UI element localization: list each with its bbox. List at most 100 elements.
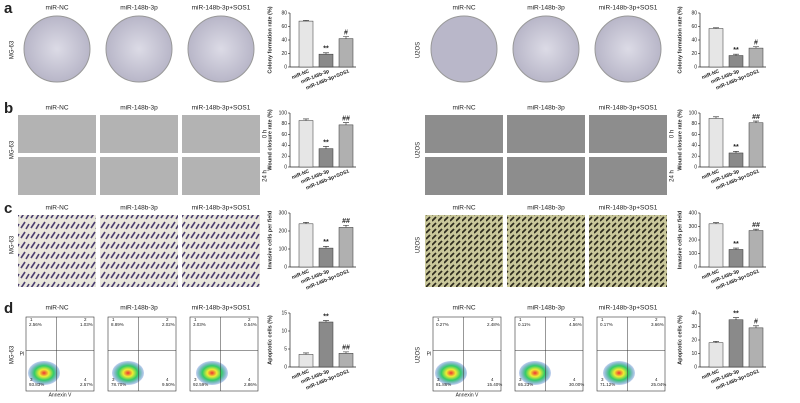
bar: [298, 120, 314, 168]
quadrant-id: 4: [84, 377, 87, 382]
significance-mark: **: [733, 241, 739, 248]
quadrant-id: 3: [112, 377, 115, 382]
column-header: miR-148b-3p: [120, 105, 158, 112]
cell-line-label: MG-63: [10, 40, 16, 59]
column-header: miR-NC: [45, 5, 68, 12]
quadrant-percent: 30.00%: [569, 382, 584, 387]
y-axis-label: Wound closure rate (%): [267, 109, 273, 170]
column-header: miR-NC: [45, 205, 68, 212]
quadrant-percent: 92.59%: [193, 382, 208, 387]
quadrant-percent: 2.56%: [29, 322, 42, 327]
quadrant-percent: 93.83%: [29, 382, 44, 387]
y-tick-label: 200: [689, 237, 698, 243]
error-bar: [323, 246, 329, 249]
time-label: 24 h: [670, 170, 676, 182]
error-bar: [713, 116, 719, 119]
significance-mark: **: [733, 311, 739, 318]
flow-population: [112, 361, 144, 385]
bar: [728, 152, 744, 168]
quadrant-percent: 81.86%: [436, 382, 451, 387]
column-header: miR-148b-3p: [527, 305, 565, 312]
colony-dish: [430, 15, 498, 83]
y-tick-label: 300: [689, 224, 698, 230]
y-tick-label: 20: [691, 51, 697, 57]
invasion-image: [182, 215, 260, 287]
significance-mark: ##: [342, 218, 350, 225]
y-axis-label: Invasive cells per field: [267, 211, 273, 269]
column-header: miR-148b-3p: [120, 5, 158, 12]
column-header: miR-148b-3p+SOS1: [599, 5, 658, 12]
error-bar: [303, 20, 309, 22]
y-tick-label: 300: [279, 210, 288, 216]
cell-line-label: MG-63: [10, 235, 16, 254]
column-header: miR-NC: [45, 105, 68, 112]
quadrant-id: 3: [601, 377, 604, 382]
column-header: miR-148b-3p: [120, 305, 158, 312]
column-header: miR-148b-3p: [527, 205, 565, 212]
error-bar: [343, 351, 349, 354]
y-tick-label: 60: [281, 24, 287, 30]
quadrant-percent: 2.86%: [244, 382, 257, 387]
bar: [318, 148, 334, 168]
error-bar: [303, 118, 309, 121]
column-header: miR-148b-3p+SOS1: [599, 205, 658, 212]
wound-image: [425, 157, 503, 195]
panel-label: c: [4, 200, 12, 217]
y-axis-label: Apoptotic cells (%): [677, 315, 683, 365]
quadrant-id: 4: [166, 377, 169, 382]
quadrant-id: 1: [194, 317, 197, 322]
wound-image: [425, 115, 503, 153]
flow-population: [28, 361, 60, 385]
error-bar: [753, 325, 759, 328]
invasion-image: [18, 215, 96, 287]
y-tick-label: 200: [279, 228, 288, 234]
wound-image: [589, 115, 667, 153]
y-tick-label: 80: [281, 10, 287, 16]
y-tick-label: 40: [691, 143, 697, 149]
significance-mark: #: [754, 319, 758, 326]
wound-image: [507, 115, 585, 153]
significance-mark: ##: [342, 116, 350, 123]
time-label: 0 h: [263, 130, 269, 138]
significance-mark: ##: [752, 114, 760, 121]
quadrant-percent: 0.17%: [600, 322, 613, 327]
y-tick-label: 0: [284, 164, 287, 170]
quadrant-percent: 3.03%: [193, 322, 206, 327]
y-tick-label: 80: [691, 10, 697, 16]
y-tick-label: 60: [691, 24, 697, 30]
quadrant-id: 2: [491, 317, 494, 322]
column-header: miR-148b-3p+SOS1: [192, 305, 251, 312]
quadrant-percent: 0.11%: [518, 322, 530, 327]
bar: [298, 354, 314, 368]
quadrant-percent: 2.48%: [487, 322, 500, 327]
significance-mark: **: [733, 144, 739, 151]
error-bar: [733, 317, 739, 320]
quadrant-percent: 71.12%: [600, 382, 615, 387]
y-tick-label: 0: [694, 164, 697, 170]
y-tick-label: 40: [691, 310, 697, 316]
y-tick-label: 20: [691, 154, 697, 160]
bar: [748, 47, 764, 68]
column-header: miR-NC: [452, 105, 475, 112]
quadrant-id: 1: [519, 317, 522, 322]
cell-line-label: U2OS: [416, 42, 422, 58]
cell-line-label: U2OS: [416, 347, 422, 363]
y-tick-label: 100: [279, 246, 288, 252]
quadrant-id: 3: [194, 377, 197, 382]
y-tick-label: 40: [281, 37, 287, 43]
cell-line-label: MG-63: [10, 345, 16, 364]
flow-x-label: Annexin V: [49, 392, 72, 398]
quadrant-id: 3: [30, 377, 33, 382]
bar: [318, 53, 334, 68]
significance-mark: **: [323, 139, 329, 146]
quadrant-percent: 65.23%: [518, 382, 533, 387]
error-bar: [343, 122, 349, 125]
quadrant-percent: 0.27%: [436, 322, 449, 327]
quadrant-id: 4: [248, 377, 251, 382]
error-bar: [343, 224, 349, 228]
column-header: miR-148b-3p: [527, 5, 565, 12]
column-header: miR-148b-3p+SOS1: [192, 5, 251, 12]
flow-population: [196, 361, 228, 385]
error-bar: [753, 46, 759, 49]
quadrant-id: 2: [166, 317, 169, 322]
